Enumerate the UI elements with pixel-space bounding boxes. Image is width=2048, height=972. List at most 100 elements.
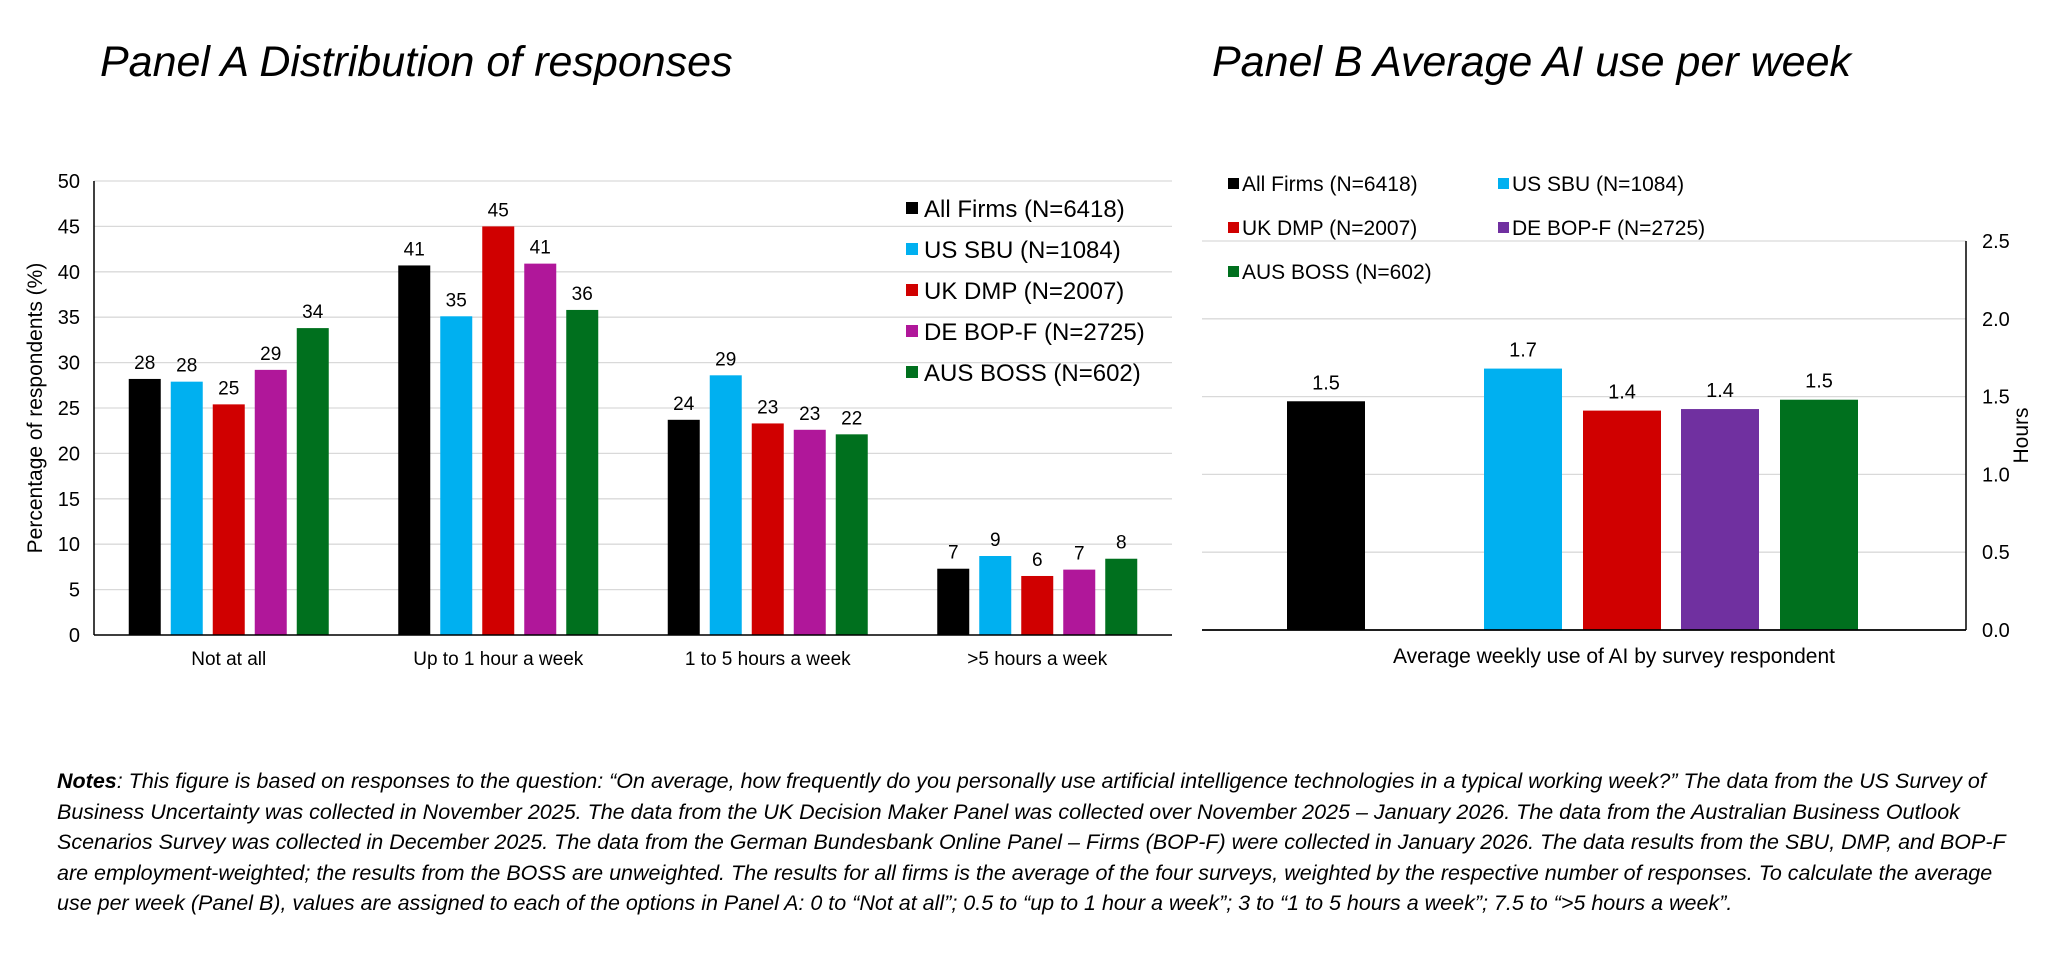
data-label: 45 [488, 200, 509, 221]
legend-swatch [1498, 178, 1509, 189]
legend-label: DE BOP-F (N=2725) [924, 319, 1145, 346]
legend-label: All Firms (N=6418) [1242, 173, 1418, 196]
legend-swatch [1498, 222, 1509, 233]
y-tick-label: 2.5 [1982, 231, 2010, 253]
bar [793, 429, 826, 635]
data-label: 28 [176, 356, 197, 377]
y-tick-label: 25 [58, 398, 80, 420]
legend-label: US SBU (N=1084) [924, 237, 1121, 264]
data-label: 23 [757, 397, 778, 418]
bar [751, 423, 784, 635]
bar [1484, 368, 1562, 630]
legend-swatch [906, 243, 918, 255]
data-label: 9 [990, 530, 1001, 551]
bar [1063, 569, 1096, 635]
legend-swatch [906, 284, 918, 296]
bar [835, 434, 868, 635]
y-tick-label: 0.0 [1982, 620, 2010, 642]
bar [440, 316, 473, 635]
bar [524, 263, 557, 635]
legend-label: UK DMP (N=2007) [924, 278, 1124, 305]
bar [979, 556, 1012, 635]
data-label: 1.4 [1706, 380, 1734, 402]
legend-label: US SBU (N=1084) [1512, 173, 1684, 196]
bar [212, 404, 245, 635]
data-label: 7 [948, 543, 959, 564]
bar [254, 369, 287, 635]
notes-text: : This figure is based on responses to t… [57, 769, 2006, 915]
data-label: 34 [302, 302, 324, 323]
data-label: 25 [218, 378, 239, 399]
bar [1021, 575, 1054, 635]
legend-label: DE BOP-F (N=2725) [1512, 217, 1705, 240]
bar [1105, 558, 1138, 635]
y-tick-label: 0 [69, 625, 80, 647]
bar [398, 265, 431, 635]
notes-label: Notes [57, 769, 117, 793]
data-label: 29 [260, 344, 281, 365]
data-label: 22 [841, 408, 862, 429]
data-label: 1.7 [1509, 340, 1537, 362]
y-tick-label: 50 [58, 171, 80, 193]
data-label: 41 [530, 238, 551, 259]
y-tick-label: 10 [58, 534, 80, 556]
data-label: 8 [1116, 533, 1127, 554]
data-label: 35 [446, 290, 467, 311]
legend-swatch [906, 202, 918, 214]
data-label: 23 [799, 404, 820, 425]
bar [170, 381, 203, 635]
y-tick-label: 45 [58, 216, 80, 238]
bar [482, 226, 515, 635]
notes: Notes: This figure is based on responses… [57, 766, 2017, 919]
y-tick-label: 2.0 [1982, 309, 2010, 331]
legend-swatch [1228, 266, 1239, 277]
data-label: 1.5 [1805, 371, 1833, 393]
legend-label: AUS BOSS (N=602) [1242, 261, 1432, 284]
legend: All Firms (N=6418) US SBU (N=1084) UK DMP … [906, 196, 1145, 387]
data-label: 1.5 [1312, 372, 1340, 394]
x-tick-label: Not at all [191, 649, 266, 670]
y-tick-label: 15 [58, 489, 80, 511]
bar [128, 378, 161, 635]
y-axis-label: Hours [2010, 407, 2033, 463]
y-tick-label: 40 [58, 262, 80, 284]
x-tick-label: >5 hours a week [967, 649, 1107, 670]
data-label: 6 [1032, 550, 1043, 571]
y-tick-label: 20 [58, 443, 80, 465]
bar [1583, 410, 1661, 630]
data-label: 41 [404, 239, 425, 260]
data-label: 7 [1074, 544, 1085, 565]
bar [566, 309, 599, 635]
bar [937, 568, 970, 635]
bar [1287, 401, 1365, 630]
y-tick-label: 1.0 [1982, 464, 2010, 486]
bar [296, 328, 329, 635]
legend-label: All Firms (N=6418) [924, 196, 1125, 223]
panel-a-chart: 0 5 10 15 20 25 30 35 40 45 50 Percentage of respon… [24, 171, 1172, 670]
legend-swatch [906, 325, 918, 337]
data-label: 1.4 [1608, 382, 1636, 404]
bar [667, 419, 700, 635]
x-tick-label: Up to 1 hour a week [413, 649, 584, 670]
y-tick-label: 0.5 [1982, 542, 2010, 564]
y-axis-label: Percentage of respondents (%) [24, 263, 47, 554]
panel-b-title: Panel B Average AI use per week [1212, 38, 1852, 86]
data-label: 28 [134, 353, 155, 374]
legend-swatch [1228, 178, 1239, 189]
legend: All Firms (N=6418) US SBU (N=1084) UK DMP … [1228, 173, 1705, 284]
y-tick-label: 30 [58, 353, 80, 375]
bar [709, 375, 742, 635]
y-tick-label: 5 [69, 580, 80, 602]
y-tick-label: 35 [58, 307, 80, 329]
data-label: 36 [572, 284, 593, 305]
legend-swatch [906, 366, 918, 378]
data-label: 29 [715, 349, 736, 370]
y-tick-label: 1.5 [1982, 387, 2010, 409]
legend-label: AUS BOSS (N=602) [924, 360, 1141, 387]
legend-label: UK DMP (N=2007) [1242, 217, 1417, 240]
x-axis-label: Average weekly use of AI by survey respo… [1393, 645, 1835, 668]
x-tick-label: 1 to 5 hours a week [685, 649, 851, 670]
legend-swatch [1228, 222, 1239, 233]
data-label: 24 [673, 394, 695, 415]
